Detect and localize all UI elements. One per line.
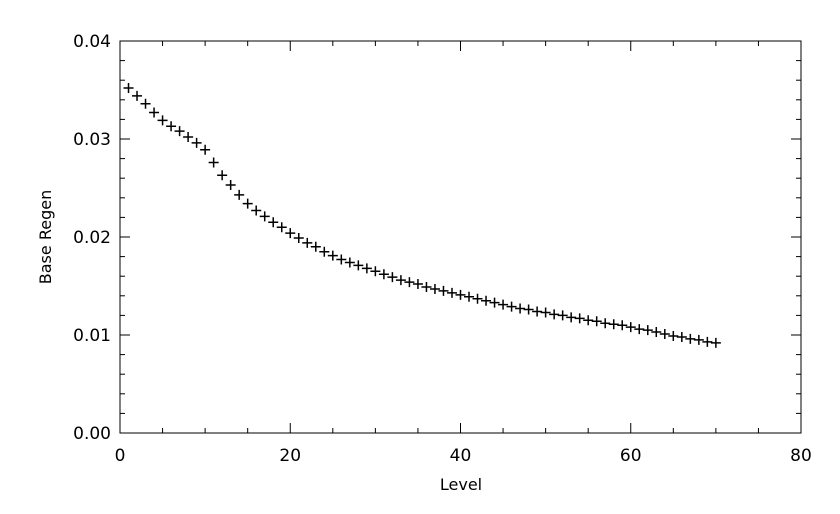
data-point <box>685 333 696 344</box>
y-tick-label: 0.02 <box>73 228 111 248</box>
data-point <box>540 307 551 318</box>
x-tick-label: 60 <box>620 446 642 466</box>
y-tick-label: 0.04 <box>73 32 111 52</box>
data-point <box>191 137 202 148</box>
data-point <box>617 320 628 331</box>
data-point <box>625 322 636 333</box>
data-point <box>549 309 560 320</box>
data-point <box>429 283 440 294</box>
data-point <box>515 303 526 314</box>
data-point <box>506 301 517 312</box>
data-point <box>574 313 585 324</box>
y-tick-label: 0.01 <box>73 326 111 346</box>
data-point <box>234 189 245 200</box>
tick-labels: 0 20 40 60 80 0.00 0.01 0.02 0.03 0.04 <box>73 32 812 466</box>
data-point <box>123 83 134 94</box>
data-point <box>438 285 449 296</box>
data-point <box>583 315 594 326</box>
data-point <box>149 107 160 118</box>
data-point <box>327 250 338 261</box>
y-axis-title: Base Regen <box>36 190 55 284</box>
data-point <box>412 279 423 290</box>
data-point <box>157 115 168 126</box>
data-point <box>140 98 151 109</box>
data-point <box>132 90 143 101</box>
data-point <box>395 275 406 286</box>
data-point <box>591 316 602 327</box>
data-point <box>310 241 321 252</box>
data-point <box>608 319 619 330</box>
data-point <box>370 266 381 277</box>
data-point <box>659 329 670 340</box>
data-points <box>123 83 721 348</box>
plot-frame <box>119 40 802 434</box>
data-point <box>489 297 500 308</box>
data-point <box>557 310 568 321</box>
data-point <box>361 263 372 274</box>
data-point <box>344 257 355 268</box>
data-point <box>293 232 304 243</box>
data-point <box>710 337 721 348</box>
data-point <box>208 157 219 168</box>
x-axis-title: Level <box>440 475 482 494</box>
data-point <box>693 334 704 345</box>
data-point <box>242 198 253 209</box>
x-tick-label: 0 <box>115 446 126 466</box>
x-tick-label: 40 <box>450 446 472 466</box>
data-point <box>498 299 509 310</box>
data-point <box>268 217 279 228</box>
data-point <box>217 170 228 181</box>
data-point <box>183 132 194 143</box>
data-point <box>259 211 270 222</box>
data-point <box>174 126 185 137</box>
data-point <box>446 287 457 298</box>
data-point <box>523 304 534 315</box>
data-point <box>285 228 296 239</box>
data-point <box>642 325 653 336</box>
data-point <box>302 237 313 248</box>
data-point <box>319 246 330 257</box>
data-point <box>676 331 687 342</box>
y-tick-label: 0.03 <box>73 130 111 150</box>
data-point <box>634 324 645 335</box>
data-point <box>600 318 611 329</box>
data-point <box>566 312 577 323</box>
data-point <box>702 336 713 347</box>
data-point <box>166 121 177 132</box>
data-point <box>532 306 543 317</box>
data-point <box>651 327 662 338</box>
data-point <box>378 269 389 280</box>
data-point <box>225 180 236 191</box>
data-point <box>276 222 287 233</box>
data-point <box>481 295 492 306</box>
data-point <box>455 289 466 300</box>
y-tick-label: 0.00 <box>73 424 111 444</box>
data-point <box>387 272 398 283</box>
data-point <box>404 277 415 288</box>
data-point <box>421 281 432 292</box>
data-point <box>336 254 347 265</box>
data-point <box>668 330 679 341</box>
data-point <box>200 144 211 155</box>
data-point <box>353 260 364 271</box>
data-point <box>464 291 475 302</box>
data-point <box>472 293 483 304</box>
x-tick-label: 80 <box>790 446 812 466</box>
x-tick-label: 20 <box>279 446 301 466</box>
axis-ticks <box>119 40 802 434</box>
data-point <box>251 205 262 216</box>
